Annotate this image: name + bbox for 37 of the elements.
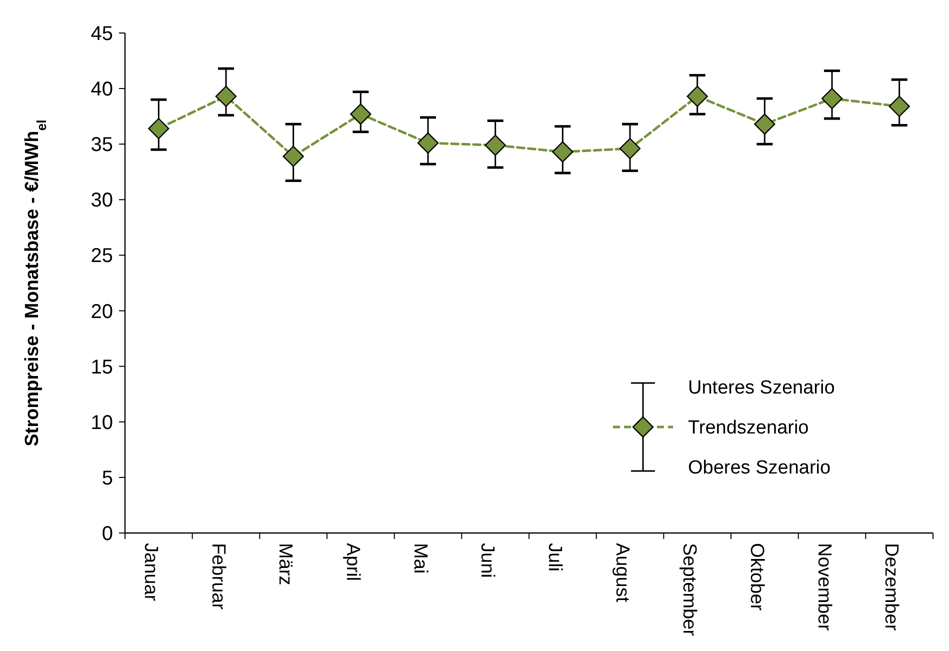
point [888, 96, 910, 117]
y-tick-label: 25 [90, 245, 113, 268]
legend-label: Trendszenario [688, 418, 809, 439]
x-tick-label: Juli [544, 543, 566, 572]
point [552, 141, 574, 162]
annotation: Oberes Szenario [688, 458, 831, 479]
y-tick-label: 30 [90, 190, 113, 212]
point [215, 86, 237, 107]
annotation: Unteres Szenario [688, 378, 835, 399]
point [417, 132, 439, 154]
y-tick-label: 45 [90, 23, 113, 45]
point [754, 114, 776, 135]
y-tick-label: 10 [90, 412, 113, 434]
y-tick-label: 0 [102, 523, 113, 545]
point [619, 138, 641, 160]
point [821, 88, 843, 110]
x-tick-label: Mai [409, 543, 430, 574]
y-tick-label: 5 [102, 467, 113, 490]
x-tick-label: Juni [476, 543, 498, 578]
x-tick-label: April [342, 543, 364, 582]
x-tick-label: August [611, 543, 632, 603]
point [484, 134, 506, 156]
point [686, 86, 708, 107]
x-tick-label: Dezember [880, 543, 902, 632]
x-tick-label: November [813, 543, 834, 632]
x-tick-label: Februar [207, 543, 228, 610]
point [282, 146, 304, 167]
x-tick-label: Oktober [746, 543, 768, 612]
point [350, 104, 372, 125]
x-tick-label: September [678, 543, 700, 637]
point [148, 118, 170, 140]
y-tick-label: 40 [90, 78, 113, 101]
y-tick-label: 35 [90, 134, 113, 156]
y-tick-label: 20 [90, 300, 113, 323]
x-tick-label: März [274, 543, 296, 586]
x-tick-label: Januar [140, 543, 162, 602]
y-tick-label: 15 [90, 356, 113, 378]
